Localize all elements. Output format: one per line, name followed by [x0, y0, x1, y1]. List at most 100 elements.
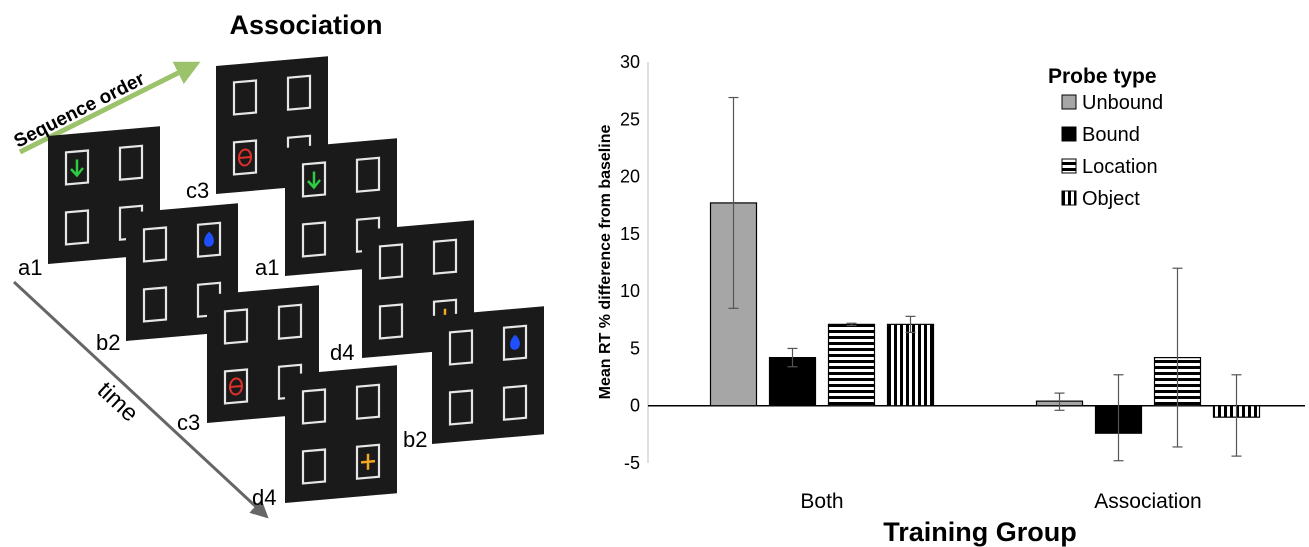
frame-cell-box	[355, 383, 381, 420]
cell-outline	[277, 303, 303, 340]
frame-screen	[432, 306, 544, 444]
cell-outline	[378, 303, 404, 340]
frame-cell-box	[355, 443, 381, 480]
y-axis-label: Mean RT % difference from baseline	[597, 125, 614, 400]
frame-cell-box	[378, 243, 404, 280]
y-tick-label: 30	[620, 52, 640, 72]
cell-outline	[223, 308, 249, 345]
cell-outline	[196, 221, 222, 258]
cell-outline	[286, 74, 312, 111]
frame-cell-box	[286, 74, 312, 111]
frame-label: d4	[330, 340, 354, 365]
y-axis: 30 25 20 15 10 5 0 -5	[620, 52, 640, 473]
legend-label: Unbound	[1082, 92, 1163, 114]
x-axis-label: Training Group	[883, 517, 1077, 547]
legend-title: Probe type	[1048, 65, 1157, 88]
frame-cell-box	[142, 286, 168, 323]
cell-outline	[301, 448, 327, 485]
cell-outline	[355, 443, 381, 480]
frame-cell-box	[64, 149, 90, 186]
blue-drop-icon	[510, 334, 520, 350]
frame-cell-box	[301, 161, 327, 198]
cell-outline	[502, 324, 528, 361]
cell-outline	[232, 79, 258, 116]
cell-outline	[355, 156, 381, 193]
frame-label: d4	[252, 485, 276, 510]
cell-outline	[301, 161, 327, 198]
legend-item: Unbound	[1061, 92, 1163, 114]
y-tick-label: -5	[624, 453, 640, 473]
cell-outline	[232, 139, 258, 176]
cell-outline	[64, 149, 90, 186]
legend-swatch	[1061, 126, 1077, 142]
legend-item: Bound	[1061, 124, 1140, 146]
blue-drop-icon	[204, 231, 214, 247]
stimulus-frame: d4	[252, 365, 397, 510]
frame-cell-box	[301, 448, 327, 485]
frame-cell-box	[196, 221, 222, 258]
error-bars	[728, 96, 1242, 462]
time-arrow-label: time	[92, 377, 144, 428]
legend: Probe type Unbound Bound Location Object	[1048, 65, 1163, 210]
frame-cell-box	[355, 156, 381, 193]
x-tick-label: Association	[1094, 490, 1201, 513]
bar-object-both	[886, 323, 935, 407]
frame-screen	[285, 365, 397, 503]
frame-label: b2	[96, 330, 120, 355]
cell-outline	[355, 383, 381, 420]
frame-label: c3	[177, 410, 200, 435]
frame-cell-box	[142, 226, 168, 263]
frame-cell-box	[448, 329, 474, 366]
frame-label: a1	[255, 255, 279, 280]
frame-label: c3	[186, 178, 209, 203]
legend-label: Location	[1082, 156, 1158, 178]
legend-item: Location	[1061, 156, 1158, 178]
frame-label: b2	[403, 427, 427, 452]
x-tick-label: Both	[800, 490, 843, 513]
y-tick-label: 15	[620, 224, 640, 244]
frame-cell-box	[232, 139, 258, 176]
down-arrow-icon-head	[70, 167, 84, 178]
frame-cell-box	[448, 389, 474, 426]
frame-cell-box	[277, 303, 303, 340]
y-tick-label: 20	[620, 167, 640, 187]
bar-chart: 30 25 20 15 10 5 0 -5 Both Association Mean RT %…	[597, 52, 1305, 547]
legend-swatch	[1061, 190, 1077, 206]
red-theta-icon-bar	[230, 384, 242, 388]
frame-cell-box	[432, 238, 458, 275]
legend-swatch	[1061, 94, 1077, 110]
cell-outline	[142, 226, 168, 263]
legend-swatch	[1061, 158, 1077, 174]
down-arrow-icon-head	[307, 179, 321, 190]
frame-cell-box	[301, 221, 327, 258]
frame-cell-box	[64, 209, 90, 246]
y-tick-label: 0	[630, 396, 640, 416]
cell-outline	[118, 144, 144, 181]
stimulus-frame: b2	[403, 306, 544, 452]
time-arrow	[12, 280, 269, 519]
y-tick-label: 25	[620, 109, 640, 129]
frame-cell-box	[223, 368, 249, 405]
frame-cell-box	[502, 384, 528, 421]
frame-cell-box	[118, 144, 144, 181]
cell-outline	[223, 368, 249, 405]
y-tick-label: 10	[620, 281, 640, 301]
red-theta-icon-bar	[239, 155, 251, 159]
frame-cell-box	[223, 308, 249, 345]
frame-cell-box	[378, 303, 404, 340]
bar-location-both	[827, 323, 876, 407]
cell-outline	[142, 286, 168, 323]
panel-title: Association	[229, 10, 382, 40]
cell-outline	[301, 221, 327, 258]
frame-label: a1	[18, 255, 42, 280]
legend-label: Bound	[1082, 124, 1140, 146]
cell-outline	[64, 209, 90, 246]
frame-cell-box	[232, 79, 258, 116]
cell-outline	[448, 389, 474, 426]
cell-outline	[448, 329, 474, 366]
legend-item: Object	[1061, 188, 1140, 210]
y-tick-label: 5	[630, 338, 640, 358]
cell-outline	[432, 238, 458, 275]
frame-stack: a1 b2 c3 d4 c3 a1 d4 b2	[18, 56, 544, 510]
